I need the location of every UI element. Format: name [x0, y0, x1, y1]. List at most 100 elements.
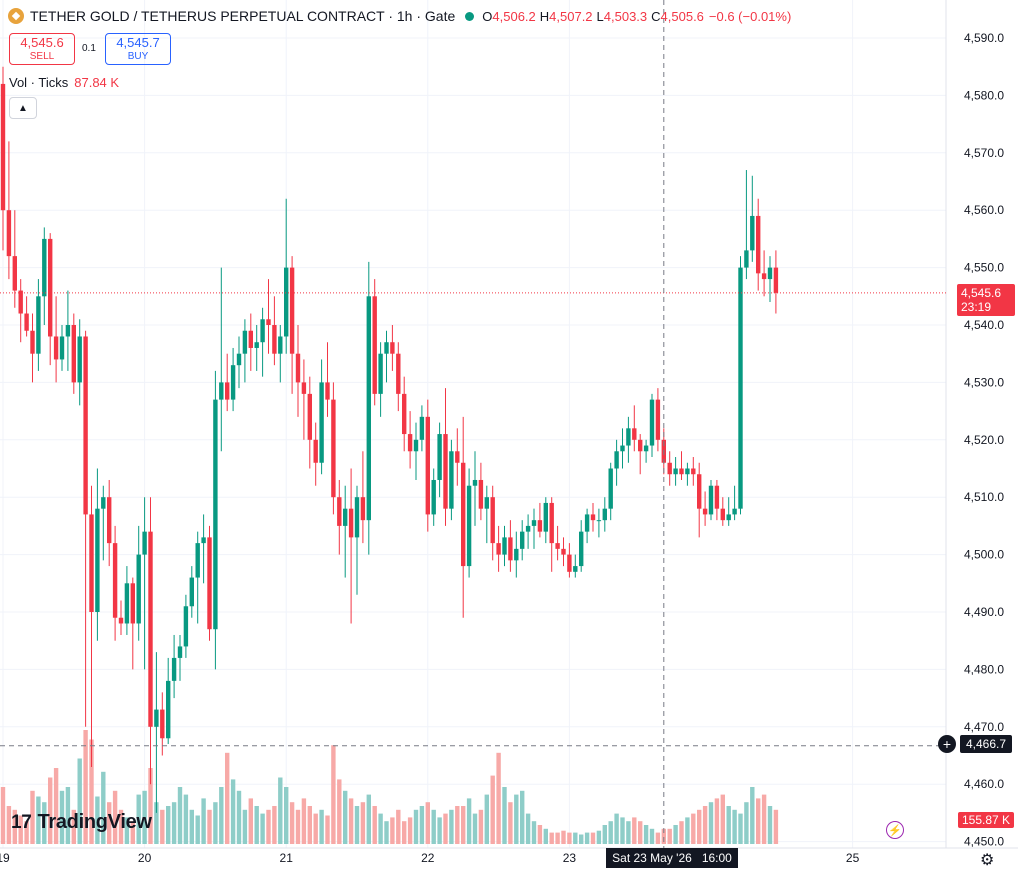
volume-bar: [71, 809, 76, 844]
candle-body: [384, 342, 389, 354]
candle-body: [307, 393, 312, 440]
candle-body: [584, 514, 590, 532]
x-tick-label: 19: [0, 851, 10, 865]
y-tick-label: 4,540.0: [964, 318, 1004, 332]
volume-bar: [655, 832, 661, 844]
volume-bar: [732, 809, 737, 844]
volume-bar: [278, 777, 283, 844]
volume-bar: [24, 821, 29, 844]
candle-body: [59, 336, 65, 360]
lightning-icon[interactable]: ⚡: [886, 821, 904, 839]
volume-bar: [48, 777, 53, 844]
volume-bar: [632, 817, 637, 844]
plus-icon[interactable]: +: [938, 735, 956, 753]
candle-body: [425, 416, 430, 515]
volume-bar: [649, 828, 655, 844]
volume-bar: [284, 787, 289, 844]
volume-bar: [590, 832, 596, 844]
symbol-title[interactable]: TETHER GOLD / TETHERUS PERPETUAL CONTRAC…: [30, 8, 456, 24]
volume-bar: [337, 779, 342, 844]
volume-bar: [620, 817, 625, 844]
candle-body: [691, 468, 696, 475]
candle-body: [697, 474, 702, 509]
volume-bar: [431, 809, 436, 844]
current-price-tag: 4,545.6 23:19: [957, 284, 1015, 316]
volume-bar: [53, 768, 59, 844]
volume-bar: [602, 825, 607, 844]
candle-body: [48, 238, 53, 337]
high-label: H: [539, 8, 550, 24]
x-tick-label: 23: [563, 851, 577, 865]
candle-body: [720, 508, 725, 521]
candle-body: [71, 325, 76, 383]
volume-bar: [343, 790, 348, 844]
candle-body: [219, 382, 224, 400]
volume-bar: [118, 809, 124, 844]
y-tick-label: 4,570.0: [964, 146, 1004, 160]
spread-value: 0.1: [82, 43, 96, 54]
volume-bar: [124, 817, 130, 844]
buy-label: BUY: [127, 51, 149, 62]
candle-body: [378, 353, 383, 394]
buy-button[interactable]: 4,545.7 BUY: [105, 33, 171, 65]
candle-body: [643, 445, 649, 452]
volume-bar: [225, 752, 230, 844]
tether-gold-icon: [8, 8, 24, 24]
candle-body: [484, 497, 489, 509]
candle-body: [77, 336, 82, 383]
volume-bar: [413, 809, 419, 844]
candle-body: [295, 353, 301, 383]
candle-body: [561, 548, 566, 555]
volume-bar: [207, 809, 212, 844]
collapse-legend-button[interactable]: ▲: [9, 97, 37, 119]
y-tick-label: 4,530.0: [964, 375, 1004, 389]
candle-body: [673, 468, 678, 475]
gear-icon[interactable]: ⚙: [980, 852, 995, 869]
candle-body: [732, 508, 737, 515]
sell-button[interactable]: 4,545.6 SELL: [9, 33, 75, 65]
x-tick-label: 20: [138, 851, 152, 865]
candle-body: [638, 439, 643, 452]
candle-body: [756, 215, 761, 274]
volume-bar: [12, 809, 17, 844]
candle-body: [608, 468, 613, 509]
volume-legend-label: Vol · Ticks: [9, 75, 69, 90]
candle-body: [502, 537, 507, 555]
volume-bar: [390, 817, 395, 844]
volume-bar: [514, 794, 519, 844]
volume-bar: [42, 802, 47, 844]
volume-bar: [36, 796, 41, 844]
volume-bar: [478, 809, 484, 844]
sell-price: 4,545.6: [20, 35, 64, 50]
close-label: C: [651, 8, 661, 24]
countdown-label: 23:19: [961, 300, 992, 314]
volume-bar: [508, 802, 513, 844]
candle-body: [431, 479, 436, 515]
candle-body: [679, 468, 684, 475]
volume-bar: [502, 787, 507, 844]
candle-body: [142, 531, 147, 555]
candle-body: [112, 543, 118, 618]
y-tick-label: 4,510.0: [964, 490, 1004, 504]
volume-bar: [567, 832, 572, 844]
volume-bar: [219, 787, 224, 844]
volume-bar: [272, 806, 277, 844]
tradingview-logo[interactable]: 17 TradingView: [11, 811, 152, 834]
volume-bar: [213, 802, 218, 844]
volume-bar: [549, 832, 554, 844]
volume-bar: [195, 815, 200, 844]
volume-bar: [354, 806, 360, 844]
volume-legend[interactable]: Vol · Ticks 87.84 K: [9, 75, 119, 90]
volume-legend-value: 87.84 K: [74, 75, 120, 90]
candle-body: [36, 296, 41, 354]
candle-body: [543, 502, 548, 532]
volume-bar: [596, 830, 602, 844]
volume-bar: [348, 798, 354, 844]
candle-body: [213, 399, 218, 630]
candle-body: [53, 336, 59, 360]
volume-bar: [18, 815, 23, 844]
candle-body: [254, 342, 259, 348]
volume-bar: [171, 802, 177, 844]
candle-body: [537, 520, 543, 532]
